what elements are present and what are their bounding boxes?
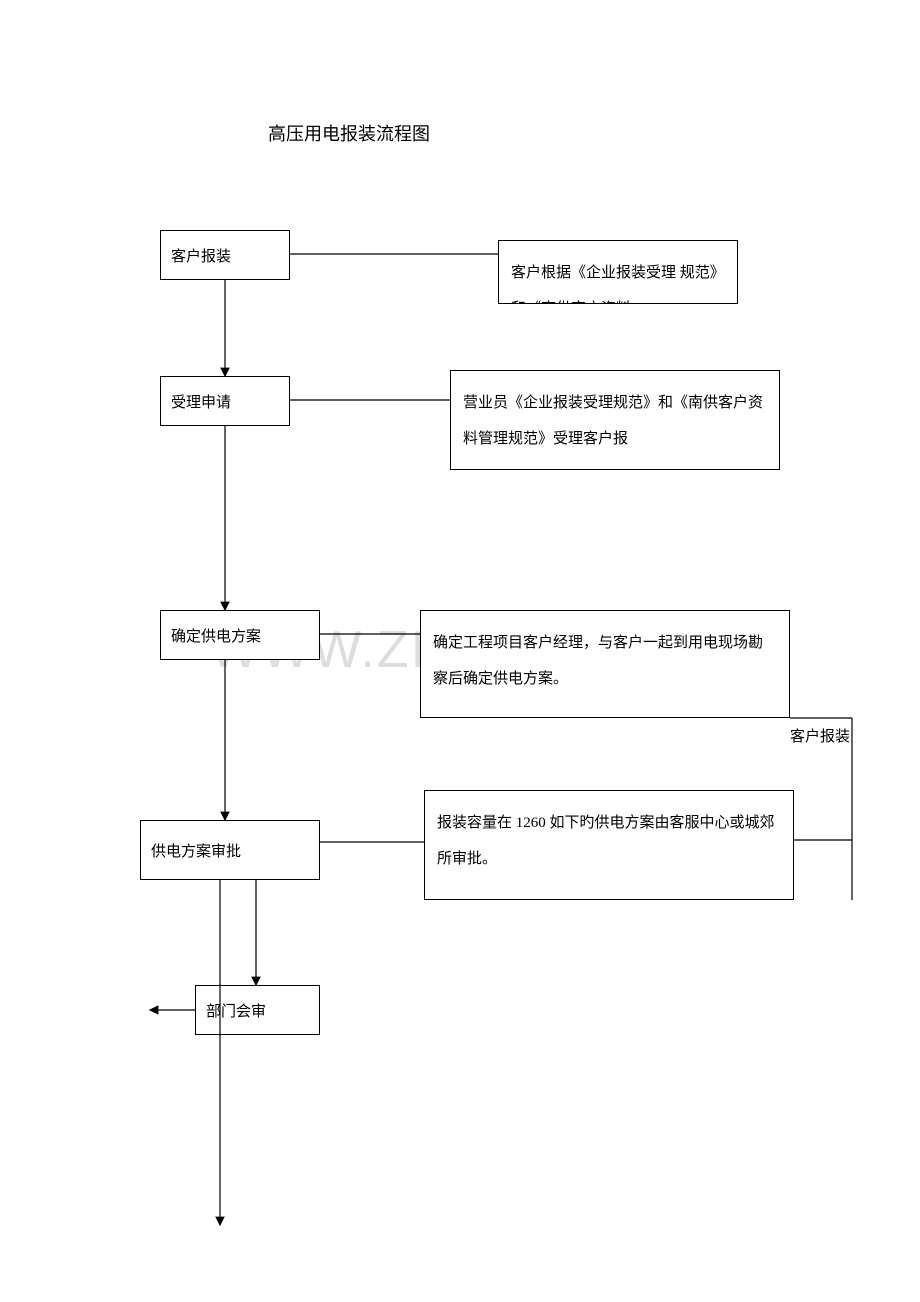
flow-desc-d3: 确定工程项目客户经理，与客户一起到用电现场勘察后确定供电方案。 [420, 610, 790, 718]
flow-node-n3: 确定供电方案 [160, 610, 320, 660]
flow-desc-d4: 报装容量在 1260 如下旳供电方案由客服中心或城郊所审批。 [424, 790, 794, 900]
flow-desc-d2: 营业员《企业报装受理规范》和《南供客户资料管理规范》受理客户报 [450, 370, 780, 470]
flow-label-l1: 客户报装 [790, 725, 850, 746]
flow-node-n2: 受理申请 [160, 376, 290, 426]
diagram-title: 高压用电报装流程图 [268, 120, 430, 146]
flow-node-n1: 客户报装 [160, 230, 290, 280]
flow-desc-d1: 客户根据《企业报装受理 规范》和《南供客户资料 [498, 240, 738, 304]
flow-node-n4: 供电方案审批 [140, 820, 320, 880]
flow-node-n5: 部门会审 [195, 985, 320, 1035]
